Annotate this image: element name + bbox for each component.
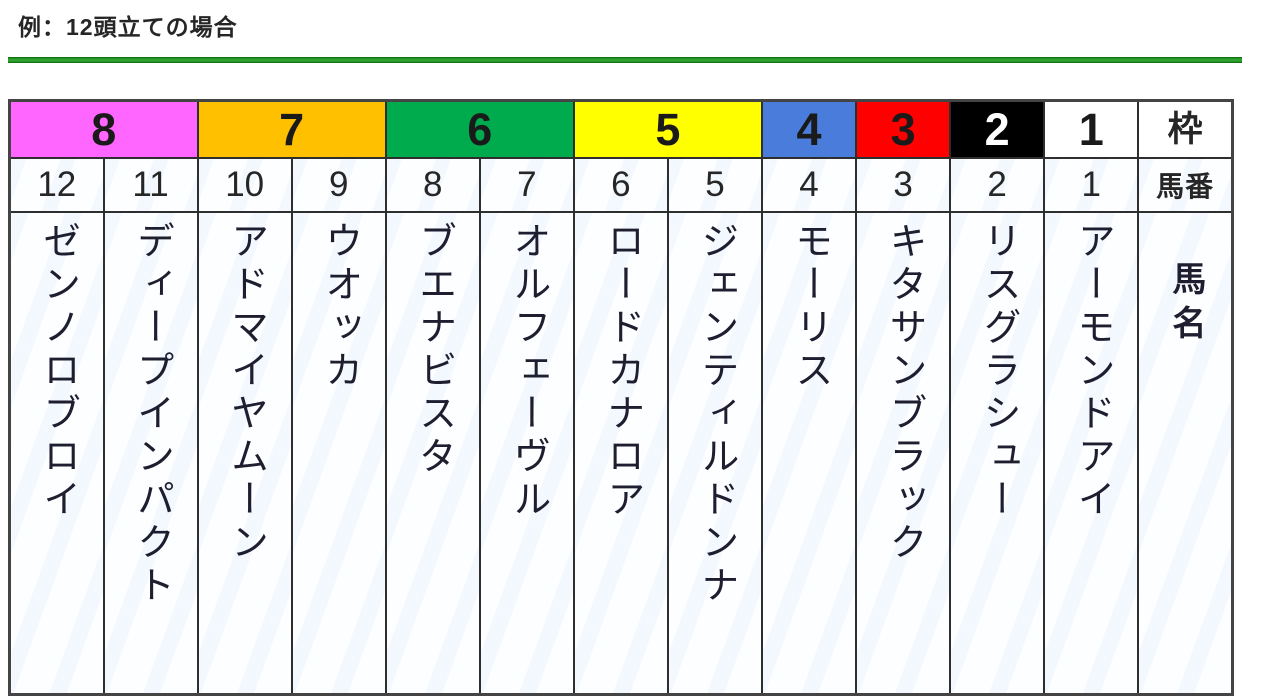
number-row-header: 馬番 [1137, 157, 1234, 213]
horse-name-text: アドマイヤムーン [224, 221, 267, 565]
horse-name-text: ゼンノロブロイ [36, 221, 79, 522]
horse-name-12: ゼンノロブロイ [8, 211, 105, 696]
horse-number-12: 12 [8, 157, 105, 213]
horse-number-10: 10 [196, 157, 293, 213]
horse-number-2: 2 [949, 157, 1046, 213]
frame-cell-8: 8 [8, 99, 199, 159]
horse-number-1: 1 [1043, 157, 1140, 213]
horse-name-text: リスグラシュー [977, 221, 1020, 522]
horse-number-9: 9 [290, 157, 387, 213]
horse-name-text: ロードカナロア [600, 221, 643, 522]
horse-number-7: 7 [478, 157, 575, 213]
frame-number-table: 8 7 6 5 4 3 2 1 枠 12 11 10 9 8 7 6 5 4 3… [8, 99, 1234, 696]
horse-name-9: ウオッカ [290, 211, 387, 696]
horse-number-5: 5 [666, 157, 764, 213]
name-row-header: 馬名 [1137, 211, 1234, 696]
horse-name-text: ジェンティルドンナ [694, 221, 737, 608]
horse-number-11: 11 [102, 157, 199, 213]
horse-name-text: キタサンブラック [882, 221, 925, 565]
horse-number-8: 8 [384, 157, 481, 213]
frame-cell-5: 5 [572, 99, 764, 159]
horse-name-3: キタサンブラック [855, 211, 952, 696]
horse-name-row: ゼンノロブロイ ディープインパクト アドマイヤムーン ウオッカ ブエナビスタ オ… [8, 211, 1234, 696]
horse-name-text: ブエナビスタ [412, 221, 455, 479]
horse-name-text: ウオッカ [318, 221, 361, 393]
frame-cell-2: 2 [949, 99, 1046, 159]
horse-name-11: ディープインパクト [102, 211, 199, 696]
frame-row-header: 枠 [1137, 99, 1234, 159]
horse-name-10: アドマイヤムーン [196, 211, 293, 696]
horse-name-8: ブエナビスタ [384, 211, 481, 696]
frame-cell-4: 4 [760, 99, 858, 159]
frame-cell-1: 1 [1043, 99, 1140, 159]
frame-cell-7: 7 [196, 99, 387, 159]
horse-name-text: モーリス [788, 221, 831, 393]
horse-number-6: 6 [572, 157, 669, 213]
frame-row: 8 7 6 5 4 3 2 1 枠 [8, 99, 1234, 159]
horse-name-text: オルフェーヴル [506, 221, 549, 522]
horse-name-7: オルフェーヴル [478, 211, 575, 696]
name-header-text: 馬名 [1166, 261, 1205, 349]
page-title: 例：12頭立ての場合 [18, 14, 238, 40]
horse-number-4: 4 [760, 157, 858, 213]
horse-name-text: アーモンドアイ [1071, 221, 1114, 522]
horse-name-6: ロードカナロア [572, 211, 669, 696]
horse-name-text: ディープインパクト [130, 221, 173, 608]
horse-number-3: 3 [855, 157, 952, 213]
horse-name-5: ジェンティルドンナ [666, 211, 764, 696]
green-divider [8, 57, 1242, 63]
frame-cell-3: 3 [855, 99, 952, 159]
horse-name-4: モーリス [760, 211, 858, 696]
horse-name-1: アーモンドアイ [1043, 211, 1140, 696]
horse-name-2: リスグラシュー [949, 211, 1046, 696]
frame-cell-6: 6 [384, 99, 575, 159]
horse-number-row: 12 11 10 9 8 7 6 5 4 3 2 1 馬番 [8, 157, 1234, 213]
